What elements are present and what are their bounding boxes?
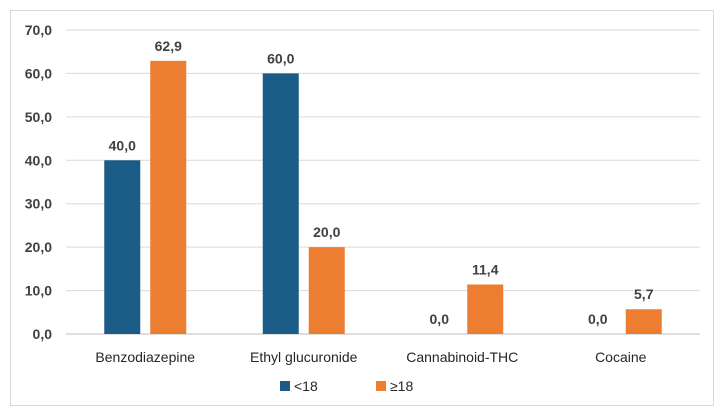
legend: <18 ≥18 <box>280 378 413 394</box>
bar-series-1 <box>104 160 141 334</box>
bar-series-2 <box>308 247 345 334</box>
y-tick-label: 40,0 <box>25 152 52 168</box>
data-label: 0,0 <box>430 311 450 327</box>
y-tick-label: 0,0 <box>33 326 53 342</box>
legend-label: <18 <box>294 378 318 394</box>
data-label: 62,9 <box>155 38 182 54</box>
legend-swatch <box>280 381 290 391</box>
data-label: 0,0 <box>588 311 608 327</box>
y-tick-label: 60,0 <box>25 65 52 81</box>
y-tick-label: 30,0 <box>25 196 52 212</box>
category-label: Cannabinoid-THC <box>406 349 518 365</box>
bars <box>104 60 662 334</box>
y-axis: 0,0 10,0 20,0 30,0 40,0 50,0 60,0 70,0 <box>25 22 52 342</box>
legend-label: ≥18 <box>390 378 413 394</box>
y-tick-label: 70,0 <box>25 22 52 38</box>
data-labels: 40,0 62,9 60,0 20,0 0,0 11,4 0,0 5,7 <box>109 38 654 327</box>
data-label: 40,0 <box>109 137 136 153</box>
bar-series-2 <box>625 309 662 334</box>
y-tick-label: 20,0 <box>25 239 52 255</box>
y-tick-label: 50,0 <box>25 109 52 125</box>
x-axis: Benzodiazepine Ethyl glucuronide Cannabino… <box>95 349 646 365</box>
bar-series-1 <box>262 73 299 334</box>
category-label: Cocaine <box>595 349 647 365</box>
data-label: 60,0 <box>267 50 294 66</box>
data-label: 20,0 <box>313 224 340 240</box>
bar-series-2 <box>150 60 187 334</box>
y-tick-label: 10,0 <box>25 283 52 299</box>
category-label: Benzodiazepine <box>95 349 195 365</box>
data-label: 11,4 <box>472 261 499 277</box>
data-label: 5,7 <box>634 286 654 302</box>
category-label: Ethyl glucuronide <box>250 349 358 365</box>
legend-swatch <box>376 381 386 391</box>
bar-series-2 <box>467 284 504 334</box>
